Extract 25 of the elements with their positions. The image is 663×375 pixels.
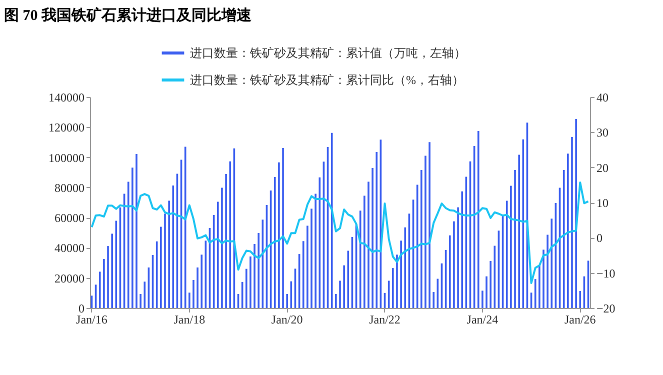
y2-tick-label: 0 — [596, 231, 602, 246]
y-tick-label: 140000 — [48, 90, 84, 104]
y2-tick-label: 20 — [596, 160, 608, 175]
y-tick-label: 20000 — [54, 271, 84, 286]
y-tick-label: 100000 — [48, 150, 84, 165]
x-tick-label: Jan/24 — [466, 312, 498, 326]
y2-tick-label: −10 — [596, 266, 616, 280]
y-tick-label: 80000 — [54, 180, 84, 195]
line-series — [90, 181, 590, 284]
legend-label: 进口数量：铁矿砂及其精矿：累计同比（%，右轴） — [190, 73, 464, 87]
y2-tick-label: 10 — [596, 196, 608, 210]
x-tick-label: Jan/20 — [271, 312, 303, 326]
y-tick-label: 60000 — [54, 211, 84, 226]
y2-tick-label: 40 — [596, 90, 608, 104]
x-tick-label: Jan/22 — [369, 312, 400, 326]
y2-tick-label: 30 — [596, 126, 608, 140]
chart-title: 图 70 我国铁矿石累计进口及同比增速 — [4, 6, 252, 24]
legend-label: 进口数量：铁矿砂及其精矿：累计值（万吨，左轴） — [190, 46, 466, 60]
x-tick-label: Jan/26 — [564, 312, 596, 326]
x-tick-label: Jan/18 — [174, 312, 206, 326]
y-tick-label: 0 — [78, 302, 84, 316]
y-tick-label: 40000 — [54, 241, 84, 256]
y-tick-label: 120000 — [48, 120, 84, 135]
x-tick-label: Jan/16 — [76, 312, 108, 326]
y2-tick-label: −20 — [596, 302, 616, 316]
